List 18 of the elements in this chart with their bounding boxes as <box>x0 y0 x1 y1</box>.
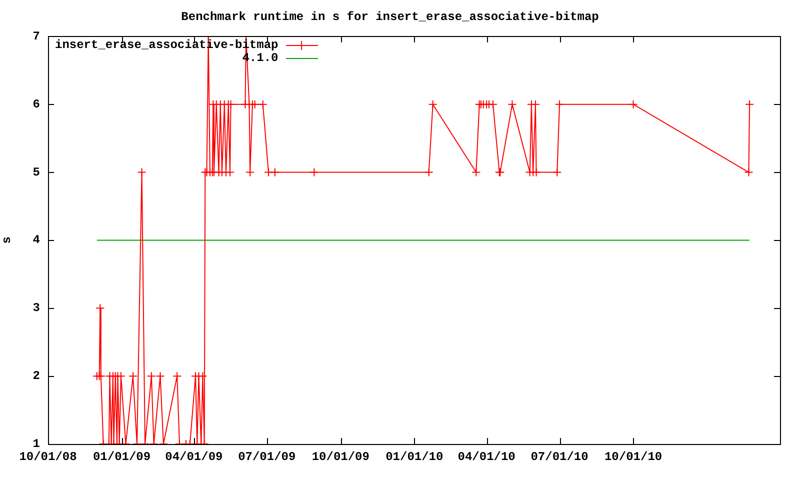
x-tick-label: 10/01/08 <box>19 450 77 464</box>
y-tick-label: 4 <box>32 233 40 248</box>
y-tick-label: 3 <box>32 301 40 316</box>
x-tick-label: 04/01/10 <box>458 450 516 464</box>
y-tick-label: 2 <box>32 369 40 384</box>
y-tick-label: 1 <box>32 437 40 452</box>
chart-title: Benchmark runtime in s for insert_erase_associative-bitmap <box>181 10 599 24</box>
x-tick-label: 10/01/10 <box>604 450 662 464</box>
x-tick-label: 01/01/10 <box>386 450 444 464</box>
x-tick-label: 07/01/10 <box>530 450 588 464</box>
x-tick-label: 04/01/09 <box>165 450 223 464</box>
y-tick-label: 7 <box>32 29 40 44</box>
y-axis-title: s <box>0 236 14 244</box>
x-tick-label: 01/01/09 <box>92 450 151 464</box>
y-tick-label: 5 <box>32 165 40 180</box>
x-tick-label: 07/01/09 <box>238 450 296 464</box>
y-tick-label: 6 <box>32 97 40 112</box>
x-tick-label: 10/01/09 <box>312 450 370 464</box>
